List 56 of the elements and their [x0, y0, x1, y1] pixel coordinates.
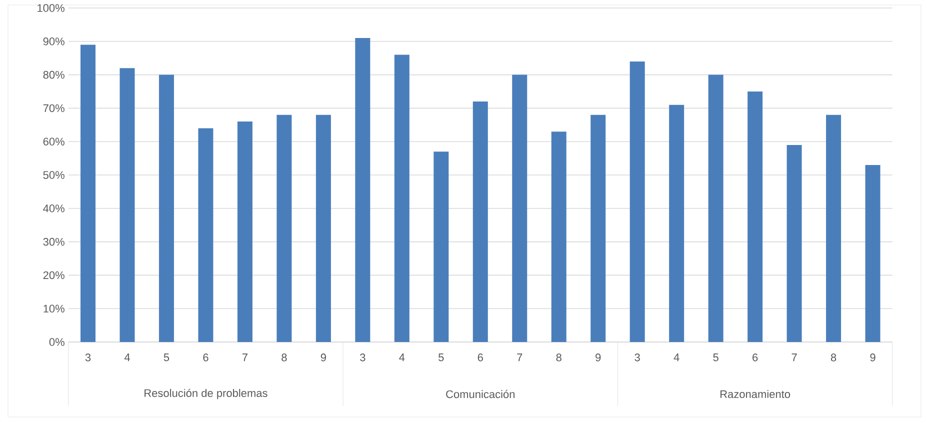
x-tick-label: 8	[282, 354, 287, 362]
x-tick-label: 3	[360, 354, 366, 362]
x-tick-label: 5	[713, 354, 718, 362]
bar	[748, 91, 763, 342]
y-tick-label: 30%	[43, 238, 64, 246]
y-tick-label: 20%	[43, 271, 64, 280]
text: Comunicación	[446, 390, 514, 398]
x-tick-label: 5	[438, 354, 444, 362]
y-tick-label: 100%	[38, 4, 64, 12]
bar	[434, 152, 449, 342]
bar	[198, 128, 214, 342]
bar	[355, 38, 370, 342]
text: Resolución de problemas	[144, 388, 268, 400]
x-tick-label: 9	[870, 354, 876, 362]
x-tick-label: 9	[320, 354, 326, 362]
x-tick-label: 5	[164, 354, 170, 362]
y-tick-label: 70%	[43, 104, 64, 112]
x-tick-label: 8	[556, 354, 562, 362]
bar	[158, 74, 174, 342]
y-tick-label: 40%	[43, 204, 64, 212]
text: Razonamiento	[720, 390, 790, 398]
y-tick-label: 0%	[49, 338, 64, 346]
x-tick-label: 7	[517, 354, 522, 362]
bar	[120, 68, 135, 342]
bar	[316, 114, 331, 342]
x-tick-label: 6	[752, 354, 758, 362]
x-tick-label: 9	[596, 354, 601, 362]
x-tick-label: 8	[830, 354, 836, 362]
bar	[786, 144, 802, 342]
bar	[80, 44, 96, 342]
y-tick-label: 60%	[43, 138, 64, 146]
x-tick-label: 6	[478, 354, 483, 362]
bar	[708, 74, 724, 342]
bar	[512, 74, 528, 342]
x-tick-label: 3	[634, 354, 640, 362]
x-tick-label: 4	[124, 354, 130, 362]
bar	[630, 61, 645, 342]
x-tick-label: 3	[85, 354, 91, 362]
bar	[865, 164, 880, 342]
y-tick-label: 10%	[44, 304, 64, 312]
bar	[472, 102, 488, 342]
bar	[590, 114, 606, 342]
bar	[669, 104, 684, 342]
y-tick-label: 50%	[43, 171, 64, 179]
bar	[394, 54, 410, 342]
bar	[551, 132, 566, 342]
x-tick-label: 4	[399, 354, 405, 362]
x-tick-label: 4	[674, 354, 680, 362]
x-tick-label: 7	[242, 354, 248, 362]
y-tick-label: 90%	[43, 38, 64, 46]
bar	[276, 114, 292, 342]
x-tick-label: 7	[792, 354, 797, 362]
y-tick-label: 80%	[43, 70, 64, 79]
x-tick-label: 6	[203, 354, 208, 362]
bar	[237, 122, 252, 342]
bar	[826, 114, 842, 342]
